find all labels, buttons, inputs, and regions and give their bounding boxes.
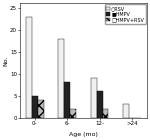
Bar bbox=[70, 109, 76, 117]
Bar bbox=[103, 109, 108, 117]
Bar bbox=[64, 82, 70, 117]
Bar bbox=[38, 100, 43, 117]
Y-axis label: No.: No. bbox=[3, 55, 8, 66]
Bar bbox=[91, 78, 97, 117]
Bar bbox=[123, 104, 129, 117]
Bar bbox=[32, 96, 38, 117]
Bar bbox=[26, 17, 32, 117]
Bar bbox=[97, 91, 103, 117]
Bar bbox=[58, 38, 64, 117]
Legend: ○RSV, ■HMPV, □HMPV+RSV: ○RSV, ■HMPV, □HMPV+RSV bbox=[105, 4, 146, 24]
X-axis label: Age (mo): Age (mo) bbox=[69, 131, 98, 136]
